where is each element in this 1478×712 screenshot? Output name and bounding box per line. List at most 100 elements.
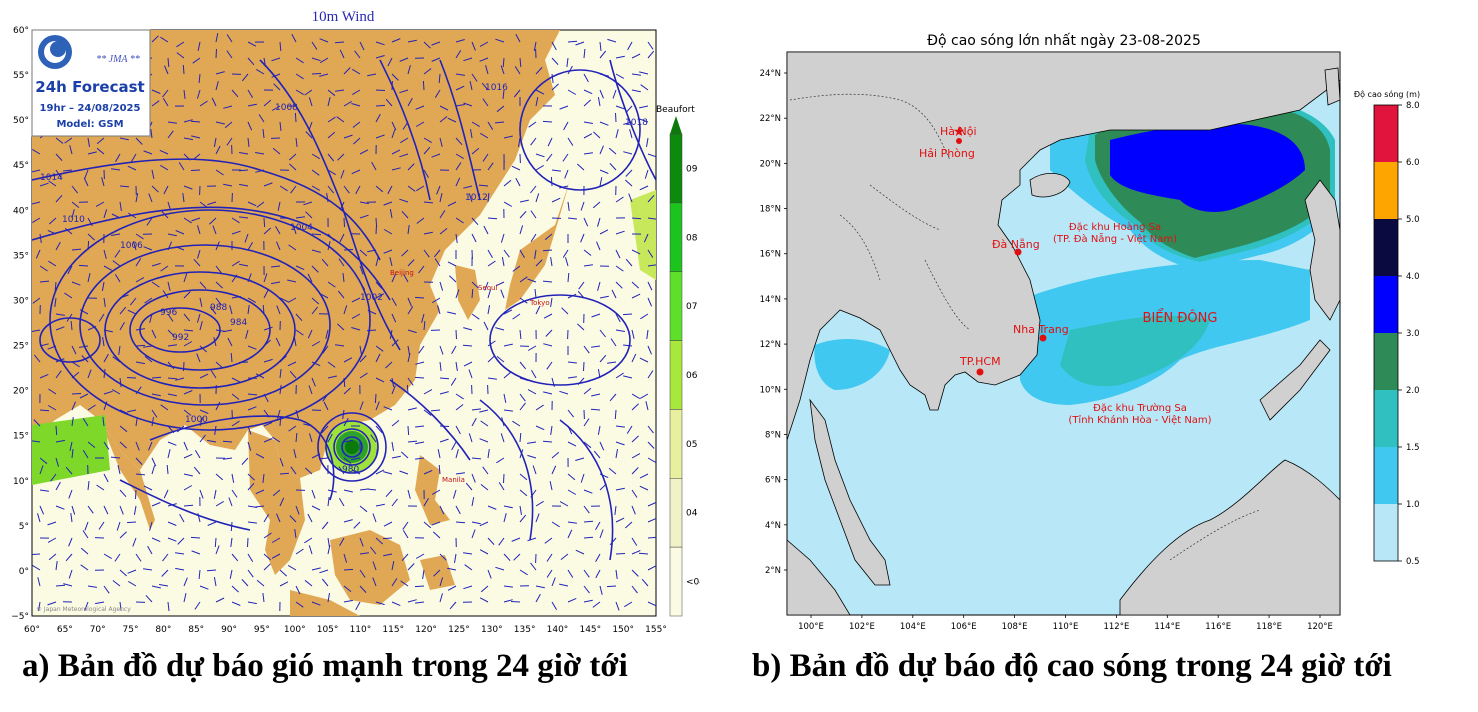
wind-barb <box>503 135 513 139</box>
wind-barb <box>151 585 161 589</box>
wind-barb <box>247 57 255 66</box>
wind-barb <box>276 513 281 523</box>
wind-barb <box>479 409 489 413</box>
wind-barb <box>295 601 304 608</box>
wind-barb <box>194 449 201 459</box>
wind-barb <box>530 137 537 146</box>
lat-label: 22°N <box>760 114 781 124</box>
wind-barb <box>162 553 169 562</box>
wind-barb <box>231 260 240 267</box>
wind-barb <box>415 361 425 365</box>
wind-barb <box>212 225 217 235</box>
wind-barb <box>367 73 377 77</box>
colorbar-swatch <box>1374 333 1398 390</box>
colorbar-tick-label: 4.0 <box>1406 272 1420 282</box>
wind-barb <box>391 561 395 571</box>
wind-barb <box>383 229 393 235</box>
wind-barb <box>193 466 201 475</box>
wind-barb <box>263 421 273 427</box>
wind-barb <box>503 201 513 207</box>
wind-barb <box>101 177 105 187</box>
wind-barb <box>194 601 201 610</box>
wind-barb <box>626 425 633 434</box>
wind-barb <box>479 438 489 443</box>
lat-label: 0° <box>19 567 29 577</box>
wind-barb <box>339 233 345 243</box>
wind-barb <box>407 225 410 235</box>
wind-barb <box>597 217 601 227</box>
wind-barb <box>577 290 585 299</box>
wind-barb <box>183 217 192 224</box>
wind-barb <box>567 529 573 539</box>
wind-barb <box>593 131 601 139</box>
wind-barb <box>215 500 224 507</box>
wind-barb <box>641 578 649 587</box>
wind-barb <box>343 67 351 75</box>
wind-barb <box>167 344 177 347</box>
wind-barb <box>342 409 345 419</box>
wind-barb <box>255 152 265 155</box>
wind-barb <box>199 281 207 290</box>
wind-barb <box>244 233 249 243</box>
wind-barb <box>383 471 393 475</box>
wind-barb <box>39 265 48 272</box>
lat-label: 45° <box>13 161 29 171</box>
city-label-ha-noi: Hà Nội <box>940 125 977 138</box>
wind-barb <box>343 457 352 464</box>
wind-barb <box>55 326 65 331</box>
wind-barb <box>279 297 289 303</box>
wind-barb <box>160 404 169 411</box>
wind-barb <box>71 449 74 459</box>
wind-barb <box>513 89 521 98</box>
wind-barb <box>511 165 521 171</box>
isobar-label: 1018 <box>625 118 648 128</box>
wind-barb <box>241 457 249 465</box>
wind-barb <box>439 577 444 587</box>
wind-barb <box>82 450 89 459</box>
wind-barb <box>423 41 431 49</box>
wind-barb <box>222 440 233 443</box>
wind-barb <box>535 67 543 75</box>
wind-barb <box>375 537 384 545</box>
wind-barb <box>190 120 201 123</box>
beaufort-level-label: 04 <box>686 509 698 519</box>
beaufort-swatch <box>669 409 683 479</box>
wind-barb <box>583 249 592 256</box>
wind-barb <box>422 80 425 91</box>
wind-barb <box>215 145 221 155</box>
wind-barb <box>48 388 57 395</box>
wind-barb <box>339 49 345 59</box>
wind-barb <box>343 519 353 523</box>
isobar-label: 996 <box>160 308 177 318</box>
wind-barb <box>567 569 574 578</box>
wind-barb <box>471 233 477 243</box>
wind-barb <box>231 585 239 593</box>
wind-barb <box>337 153 345 161</box>
wind-barb <box>103 249 107 259</box>
wind-barb <box>542 120 553 123</box>
wind-barb <box>530 210 537 219</box>
wind-barb <box>182 193 185 203</box>
wind-barb <box>335 89 345 92</box>
wind-barb <box>39 489 49 492</box>
wind-barb <box>463 585 473 590</box>
wind-barb <box>290 185 297 194</box>
wind-barb <box>438 464 441 475</box>
wind-barb <box>199 409 209 414</box>
wind-barb <box>498 537 505 546</box>
wind-barb <box>535 164 544 171</box>
lat-label: 25° <box>13 342 29 352</box>
wind-barb <box>294 529 297 539</box>
wind-barb <box>407 440 418 443</box>
wind-barb <box>151 376 162 379</box>
wind-barb <box>247 121 253 131</box>
wind-barb <box>119 441 127 449</box>
wind-barb <box>343 357 353 363</box>
wind-barb <box>563 121 569 131</box>
city-label-da-nang: Đà Nẵng <box>992 238 1040 251</box>
wind-barb <box>167 329 175 337</box>
wind-barb <box>480 132 489 139</box>
wind-barb <box>615 265 624 272</box>
wind-barb <box>423 137 432 144</box>
wind-barb <box>255 489 265 495</box>
